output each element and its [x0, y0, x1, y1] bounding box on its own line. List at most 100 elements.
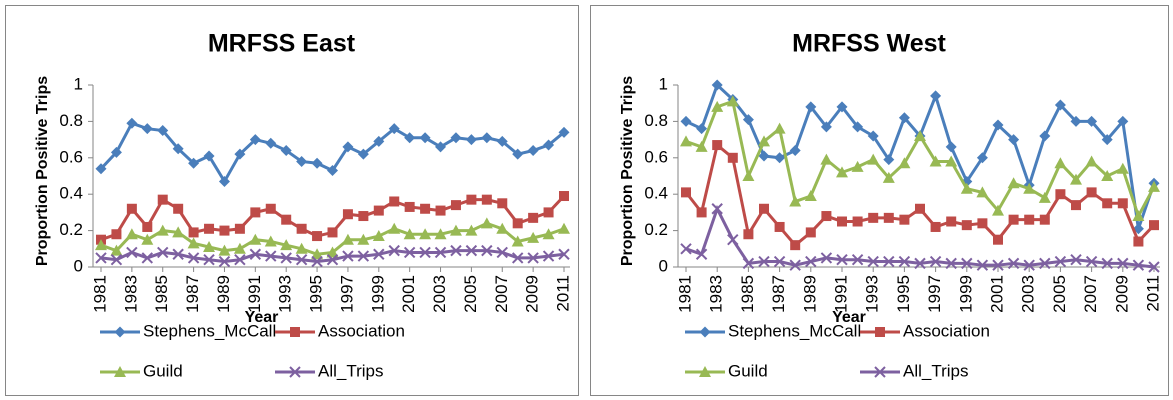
- marker-diamond: [265, 137, 277, 149]
- marker-x: [157, 246, 169, 259]
- marker-x: [265, 250, 277, 262]
- marker-triangle: [311, 248, 324, 260]
- x-tick-label: 1987: [183, 275, 202, 313]
- marker-triangle: [680, 135, 692, 147]
- marker-triangle: [820, 153, 833, 165]
- marker-triangle: [1023, 182, 1036, 194]
- legend-label: Guild: [728, 361, 768, 380]
- marker-triangle: [110, 244, 123, 256]
- marker-x: [295, 254, 308, 266]
- marker-diamond: [327, 165, 338, 177]
- marker-triangle: [804, 190, 817, 202]
- marker-square: [312, 231, 323, 242]
- marker-square: [993, 234, 1003, 245]
- marker-square: [961, 220, 972, 231]
- x-tick-label: 1981: [675, 275, 694, 313]
- marker-diamond: [512, 148, 524, 160]
- marker-triangle: [976, 186, 989, 198]
- marker-diamond: [218, 175, 230, 187]
- marker-diamond: [404, 132, 416, 144]
- marker-x: [898, 255, 911, 268]
- marker-diamond: [95, 163, 107, 175]
- marker-square: [930, 221, 941, 232]
- marker-diamond: [141, 123, 153, 135]
- chart-title: MRFSS East: [208, 30, 356, 58]
- x-tick-label: 1983: [121, 275, 140, 313]
- marker-triangle: [480, 217, 493, 229]
- marker-triangle: [449, 224, 462, 236]
- marker-diamond: [820, 121, 832, 133]
- marker-diamond: [1117, 115, 1129, 127]
- marker-triangle: [326, 246, 339, 258]
- x-tick-label: 1989: [214, 275, 233, 313]
- x-tick-label: 1999: [368, 275, 387, 313]
- marker-diamond: [680, 115, 692, 127]
- y-tick-label: 0: [659, 256, 668, 275]
- marker-x: [1148, 261, 1160, 273]
- marker-square: [759, 203, 769, 214]
- marker-square: [497, 198, 508, 209]
- y-tick-label: 0.8: [59, 111, 83, 130]
- marker-square: [559, 191, 569, 202]
- marker-triangle: [141, 233, 154, 245]
- marker-x: [465, 244, 478, 257]
- marker-square: [727, 152, 738, 163]
- x-tick-label: 2001: [987, 275, 1006, 313]
- marker-x: [403, 246, 416, 259]
- marker-x: [1007, 257, 1020, 270]
- marker-square: [173, 203, 184, 214]
- marker-triangle: [233, 242, 246, 254]
- marker-square: [404, 201, 415, 212]
- marker-x: [836, 254, 848, 266]
- marker-square: [389, 196, 400, 207]
- x-tick-label: 2011: [1143, 275, 1162, 312]
- marker-diamond: [373, 135, 385, 147]
- marker-triangle: [699, 366, 711, 377]
- marker-triangle: [1101, 170, 1114, 181]
- marker-square: [875, 327, 885, 337]
- marker-x: [914, 257, 926, 270]
- marker-diamond: [465, 134, 477, 146]
- marker-diamond: [342, 141, 354, 153]
- marker-diamond: [527, 145, 539, 157]
- x-tick-label: 1995: [894, 275, 913, 313]
- marker-diamond: [114, 326, 126, 338]
- marker-x: [961, 257, 973, 270]
- legend-label: Stephens_McCall: [143, 321, 276, 340]
- marker-triangle: [280, 239, 293, 251]
- marker-square: [852, 216, 863, 227]
- marker-x: [481, 244, 493, 257]
- marker-triangle: [726, 95, 739, 107]
- marker-triangle: [758, 135, 770, 147]
- marker-diamond: [976, 152, 988, 164]
- marker-triangle: [511, 235, 524, 247]
- marker-square: [126, 203, 137, 214]
- marker-square: [327, 227, 338, 238]
- marker-x: [357, 250, 370, 262]
- marker-triangle: [1132, 210, 1145, 222]
- marker-diamond: [711, 79, 723, 91]
- marker-diamond: [110, 146, 122, 158]
- marker-x: [419, 246, 431, 259]
- marker-x: [1085, 255, 1098, 268]
- marker-triangle: [388, 222, 401, 234]
- marker-diamond: [774, 152, 786, 164]
- x-tick-label: 1989: [800, 275, 819, 313]
- x-tick-label: 2009: [1112, 275, 1131, 313]
- marker-triangle: [711, 100, 724, 112]
- marker-square: [1086, 187, 1097, 198]
- marker-triangle: [836, 166, 848, 178]
- marker-diamond: [1054, 99, 1066, 111]
- marker-triangle: [419, 228, 432, 240]
- x-tick-label: 1985: [738, 275, 757, 313]
- marker-diamond: [188, 157, 200, 169]
- marker-square: [296, 223, 307, 234]
- x-tick-label: 1991: [831, 275, 850, 313]
- marker-triangle: [773, 122, 786, 134]
- marker-square: [915, 203, 925, 214]
- marker-triangle: [929, 155, 942, 167]
- marker-triangle: [295, 242, 308, 254]
- marker-diamond: [558, 126, 570, 138]
- marker-diamond: [699, 326, 711, 338]
